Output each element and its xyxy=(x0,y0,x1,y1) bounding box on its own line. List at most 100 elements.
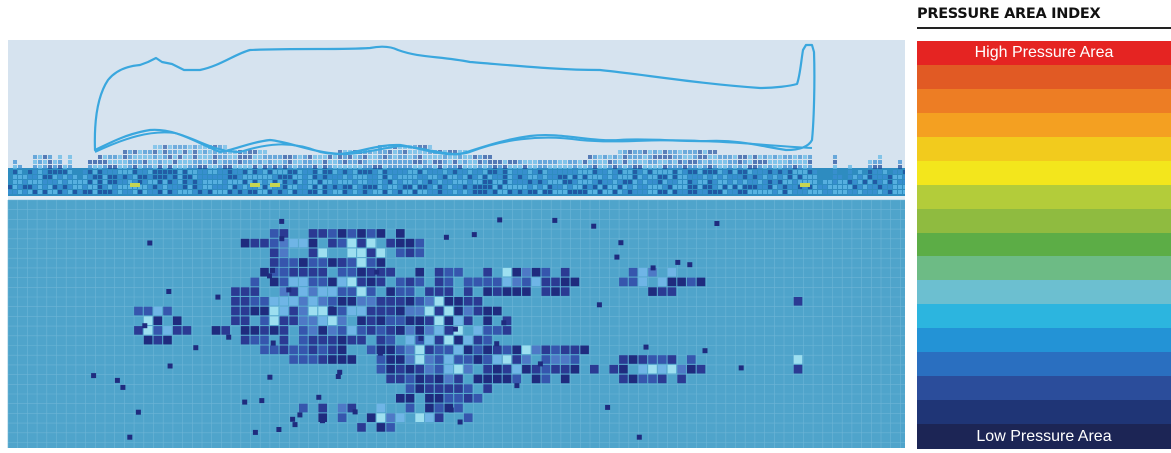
mattress-cell xyxy=(588,170,592,174)
mattress-cell xyxy=(238,185,242,189)
mattress-cell xyxy=(403,155,407,159)
mattress-cell xyxy=(358,180,362,184)
pressure-dot xyxy=(167,363,173,369)
mattress-cell xyxy=(618,150,622,154)
mattress-cell xyxy=(508,180,512,184)
mattress-cell xyxy=(208,180,212,184)
mattress-cell xyxy=(848,180,852,184)
mattress-cell xyxy=(98,185,102,189)
mattress-cell xyxy=(458,175,462,179)
mattress-cell xyxy=(373,170,377,174)
mattress-cell xyxy=(453,170,457,174)
mattress-cell xyxy=(798,165,802,169)
mattress-cell xyxy=(573,165,577,169)
mattress-cell xyxy=(53,185,57,189)
mattress-cell xyxy=(818,190,822,194)
pressure-cell xyxy=(386,297,395,306)
mattress-cell xyxy=(418,170,422,174)
pressure-cell xyxy=(231,316,240,325)
mattress-cell xyxy=(688,180,692,184)
mattress-cell xyxy=(578,185,582,189)
mattress-cell xyxy=(678,170,682,174)
mattress-cell xyxy=(388,155,392,159)
mattress-cell xyxy=(168,175,172,179)
pressure-cell xyxy=(434,287,444,296)
mattress-cell xyxy=(198,145,202,149)
pressure-cell xyxy=(279,335,289,345)
mattress-cell xyxy=(788,170,792,174)
pressure-cell xyxy=(347,277,357,287)
mattress-cell xyxy=(878,160,882,164)
pressure-cell xyxy=(793,297,803,306)
mattress-cell xyxy=(868,190,872,194)
mattress-cell xyxy=(163,170,167,174)
mattress-cell xyxy=(658,180,662,184)
mattress-cell xyxy=(898,175,902,179)
pressure-cell xyxy=(473,355,483,364)
mattress-cell xyxy=(223,145,227,149)
mattress-cell xyxy=(313,175,317,179)
mattress-cell xyxy=(113,190,117,194)
mattress-cell xyxy=(588,155,592,159)
mattress-cell xyxy=(298,180,302,184)
mattress-cell xyxy=(388,180,392,184)
pressure-cell xyxy=(473,326,483,335)
mattress-cell xyxy=(398,165,402,169)
pressure-cell xyxy=(444,277,454,287)
mattress-cell xyxy=(578,190,582,194)
mattress-hotspot xyxy=(130,183,140,187)
mattress-cell xyxy=(628,160,632,164)
mattress-cell xyxy=(728,180,732,184)
pressure-dot xyxy=(497,217,503,223)
mattress-hotspot xyxy=(250,183,260,187)
legend-divider xyxy=(917,27,1171,29)
mattress-cell xyxy=(368,185,372,189)
pressure-cell xyxy=(299,306,308,316)
pressure-cell xyxy=(463,287,473,296)
pressure-cell xyxy=(279,277,289,287)
mattress-cell xyxy=(208,185,212,189)
mattress-cell xyxy=(168,190,172,194)
mattress-cell xyxy=(868,165,872,169)
mattress-cell xyxy=(683,150,687,154)
mattress-cell xyxy=(323,185,327,189)
mattress-cell xyxy=(183,185,187,189)
mattress-cell xyxy=(753,160,757,164)
mattress-cell xyxy=(28,190,32,194)
mattress-cell xyxy=(548,180,552,184)
mattress-cell xyxy=(608,175,612,179)
mattress-cell xyxy=(308,180,312,184)
mattress-cell xyxy=(373,185,377,189)
pressure-cell xyxy=(405,394,415,403)
mattress-cell xyxy=(438,180,442,184)
mattress-cell xyxy=(713,185,717,189)
mattress-cell xyxy=(323,160,327,164)
pressure-cell xyxy=(677,277,686,287)
pressure-cell xyxy=(366,316,376,325)
mattress-cell xyxy=(228,155,232,159)
mattress-cell xyxy=(773,180,777,184)
mattress-cell xyxy=(538,185,542,189)
pressure-cell xyxy=(493,374,502,384)
mattress-cell xyxy=(833,190,837,194)
pressure-cell xyxy=(463,394,473,403)
mattress-cell xyxy=(163,180,167,184)
mattress-cell xyxy=(458,160,462,164)
mattress-cell xyxy=(73,175,77,179)
mattress-cell xyxy=(473,165,477,169)
mattress-cell xyxy=(558,175,562,179)
pressure-dot xyxy=(114,377,120,383)
mattress-cell xyxy=(798,190,802,194)
mattress-cell xyxy=(808,165,812,169)
pressure-cell xyxy=(289,297,298,306)
mattress-cell xyxy=(738,160,742,164)
mattress-cell xyxy=(43,180,47,184)
pressure-cell xyxy=(657,374,667,384)
mattress-cell xyxy=(223,185,227,189)
mattress-cell xyxy=(238,165,242,169)
mattress-cell xyxy=(793,190,797,194)
mattress-cell xyxy=(428,170,432,174)
mattress-cell xyxy=(213,190,217,194)
mattress-cell xyxy=(528,180,532,184)
mattress-cell xyxy=(413,160,417,164)
